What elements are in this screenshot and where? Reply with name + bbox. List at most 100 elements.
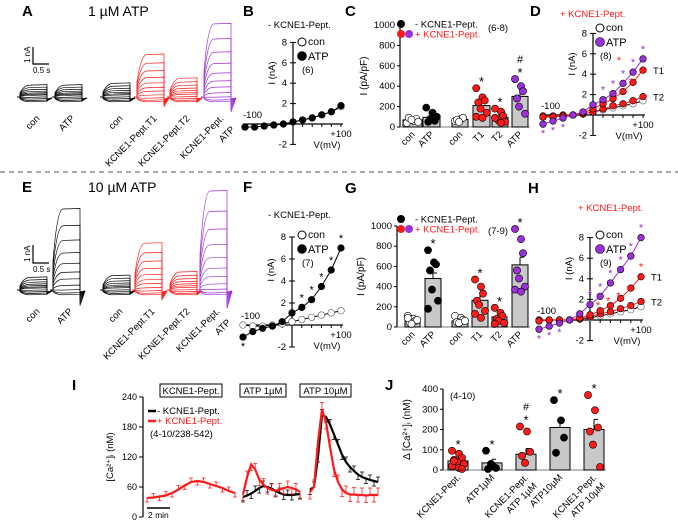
error-bar: [308, 492, 312, 500]
significance-star: *: [606, 296, 611, 308]
sample-size: (6): [302, 65, 314, 76]
data-point: [500, 319, 509, 327]
current-trace: [201, 23, 237, 113]
y-tick-label: 200: [379, 102, 395, 113]
current-trace: [17, 289, 53, 293]
category-label: con: [447, 129, 466, 148]
data-point: [557, 416, 565, 425]
current-trace: [52, 96, 88, 100]
data-point: [424, 304, 432, 313]
significance-star: *: [523, 412, 528, 427]
category-label: con: [447, 329, 466, 348]
series-end-label: T1: [653, 66, 664, 77]
current-trace: [52, 96, 88, 103]
y-tick-label: 60: [127, 482, 137, 492]
data-point: [535, 317, 543, 325]
x-tick-label: -100: [541, 101, 560, 112]
data-point: [616, 265, 625, 274]
data-point: [549, 117, 557, 125]
current-trace: [100, 96, 136, 101]
y-tick-label: 4: [281, 276, 286, 287]
data-point: [586, 427, 594, 436]
bar-group: *: [471, 266, 489, 328]
data-point: [616, 294, 625, 302]
y-tick-label: 6: [282, 58, 287, 69]
significance-star: *: [541, 128, 546, 140]
data-point: [596, 307, 604, 315]
x-tick-label: +100: [630, 325, 651, 336]
data-point: [539, 120, 547, 128]
y-tick-label: 2: [579, 294, 584, 305]
data-point: [521, 459, 529, 467]
current-trace-family: [167, 77, 203, 104]
data-point: [317, 282, 326, 291]
data-point: [428, 285, 436, 294]
data-point: [579, 108, 587, 116]
panel-subtitle: + KCNE1-Pept.: [578, 203, 643, 214]
data-point: [511, 75, 519, 83]
error-bar: [593, 418, 598, 430]
trace-label: ATP: [57, 113, 77, 133]
y-tick-label: -2: [579, 130, 587, 141]
y-tick-label: 800: [379, 40, 395, 51]
category-label: T1: [471, 129, 487, 145]
data-point: [450, 456, 458, 465]
data-point: [606, 301, 615, 310]
current-trace: [100, 289, 136, 296]
y-tick-label: 6: [579, 253, 584, 264]
bar-group: #*: [511, 54, 529, 128]
current-trace: [100, 96, 136, 100]
data-point: [565, 316, 574, 324]
significance-star: *: [241, 341, 246, 353]
stimulus-box: [159, 383, 223, 398]
current-trace: [167, 289, 203, 294]
current-trace: [50, 289, 86, 296]
data-point: [586, 300, 594, 309]
current-trace: [167, 77, 203, 104]
sample-size: (4-10): [450, 391, 475, 402]
bar-group: *: [490, 294, 509, 328]
series-end-label: T2: [651, 297, 662, 308]
category-label: ATP: [416, 129, 436, 149]
significance-star: *: [477, 266, 482, 281]
data-point: [559, 114, 567, 122]
scale-bar: [32, 245, 49, 264]
data-point: [627, 301, 635, 310]
data-point: [518, 451, 526, 460]
legend-label-con: con: [606, 229, 623, 241]
y-tick-label: 240: [122, 392, 137, 402]
bar-group: *: [472, 74, 491, 128]
significance-star: *: [588, 290, 593, 302]
bar-group: [451, 311, 469, 328]
data-point: [448, 446, 456, 455]
data-point: [403, 314, 412, 322]
panel-letter: I: [72, 377, 76, 394]
y-axis-label: I (pA/pF): [356, 257, 367, 296]
current-trace: [17, 96, 53, 100]
data-point: [481, 306, 489, 315]
current-trace: [134, 53, 170, 108]
category-label: ATP: [505, 129, 525, 149]
data-point: [606, 308, 615, 316]
data-point: [327, 108, 336, 116]
current-trace: [197, 289, 233, 294]
data-point: [455, 118, 463, 126]
data-point: [555, 319, 564, 327]
y-tick-label: 100: [422, 445, 438, 456]
data-point: [517, 235, 525, 244]
data-point: [526, 447, 534, 456]
data-point: [490, 320, 499, 328]
legend-label-con: con: [308, 229, 325, 241]
data-point: [535, 325, 543, 333]
error-bar: [364, 495, 368, 503]
current-trace: [52, 96, 88, 101]
data-point: [521, 109, 529, 118]
y-tick-label: 300: [422, 404, 438, 415]
calcium-trace: [241, 462, 302, 501]
y-axis-label: I (nA): [567, 52, 578, 75]
y-tick-label: 400: [422, 384, 438, 395]
data-point: [491, 113, 499, 122]
current-trace-family: [134, 53, 170, 108]
